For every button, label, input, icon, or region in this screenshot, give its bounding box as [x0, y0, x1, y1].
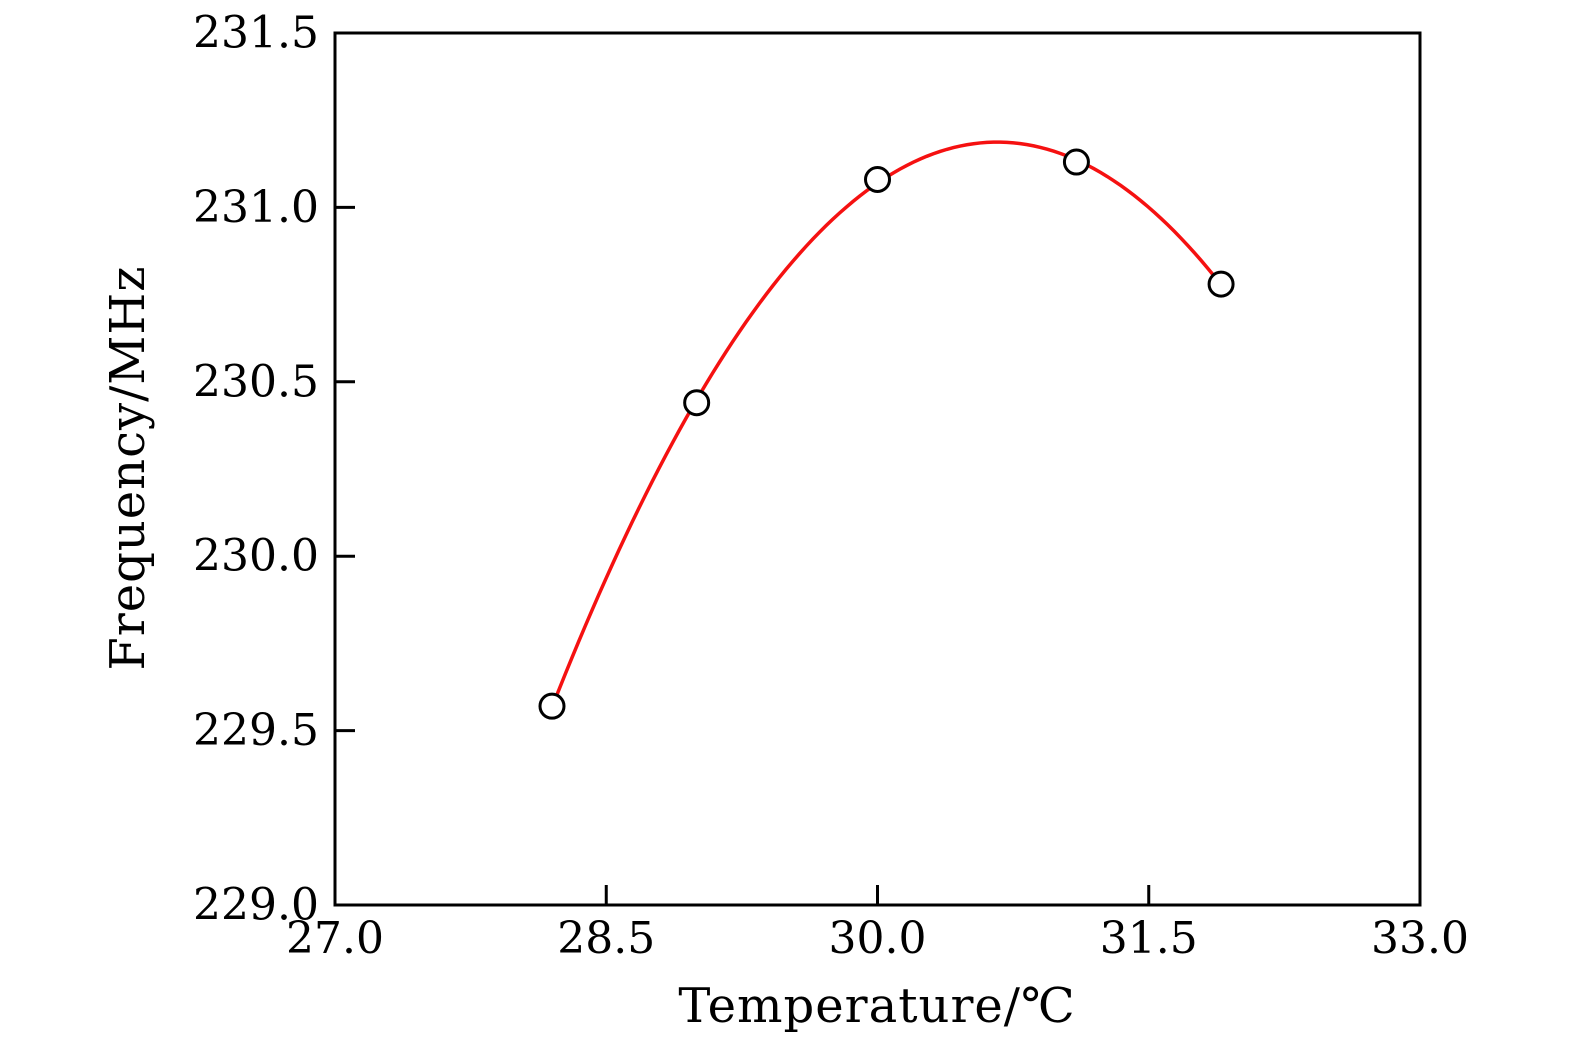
y-tick-label: 231.0 [193, 182, 319, 233]
data-point [683, 389, 711, 417]
plot-frame [333, 31, 1422, 907]
y-tick-label: 230.5 [193, 356, 319, 407]
data-point [1062, 148, 1090, 176]
data-point [538, 692, 566, 720]
y-tick-label: 230.0 [193, 531, 319, 582]
y-axis-title: Frequency/MHz [100, 265, 156, 671]
x-tick-label: 28.5 [557, 913, 655, 964]
x-tick-label: 30.0 [829, 913, 927, 964]
y-tick-label: 231.5 [193, 8, 319, 59]
x-axis-title: Temperature/℃ [678, 978, 1076, 1034]
y-tick-label: 229.0 [193, 880, 319, 931]
x-tick-label: 27.0 [286, 913, 384, 964]
x-tick-label: 31.5 [1100, 913, 1198, 964]
x-tick-label: 33.0 [1371, 913, 1469, 964]
data-point [1207, 270, 1235, 298]
fit-curve [550, 140, 1223, 709]
y-tick-label: 229.5 [193, 705, 319, 756]
data-point [864, 165, 891, 193]
